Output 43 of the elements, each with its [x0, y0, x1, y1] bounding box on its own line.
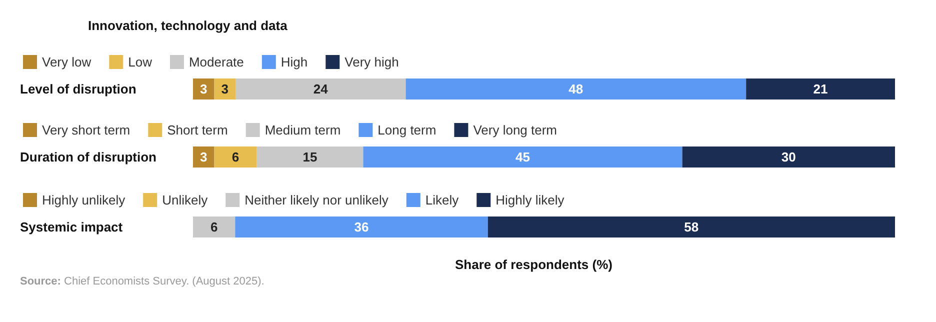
legend-label: Highly unlikely: [42, 192, 126, 208]
bar: [406, 78, 746, 100]
y-tick-label: Level of disruption: [20, 82, 136, 96]
data-label: 30: [781, 150, 796, 164]
legend-label: Neither likely nor unlikely: [244, 192, 389, 208]
legend-label: Medium term: [264, 122, 341, 138]
data-label: 6: [232, 150, 240, 164]
source-note: Source: Chief Economists Survey. (August 2025).: [20, 276, 264, 288]
data-label: 6: [210, 220, 218, 234]
data-label: 45: [515, 150, 530, 164]
bar: [746, 78, 895, 100]
legend-label: Moderate: [188, 54, 244, 70]
legend-label: Unlikely: [162, 192, 208, 208]
chart-title: Innovation, technology and data: [88, 18, 288, 33]
y-tick-label: Duration of disruption: [20, 150, 157, 164]
bar: [236, 78, 406, 100]
legend-label: Long term: [378, 122, 436, 138]
bar: [193, 146, 214, 168]
y-tick-label: Systemic impact: [20, 220, 124, 234]
bar: [214, 146, 257, 168]
legend-label: Very low: [42, 54, 92, 70]
data-label: 3: [221, 82, 229, 96]
data-label: 3: [200, 82, 208, 96]
data-label: 58: [684, 220, 699, 234]
bar: [193, 78, 214, 100]
data-label: 36: [354, 220, 369, 234]
legend-label: Very high: [344, 54, 399, 70]
legend-label: High: [280, 54, 308, 70]
legend-label: Very long term: [473, 122, 558, 138]
data-label: 48: [568, 82, 584, 96]
bar: [682, 146, 895, 168]
data-label: 24: [313, 82, 329, 96]
legend-label: Highly likely: [496, 192, 565, 208]
legend-label: Very short term: [42, 122, 130, 138]
legend-label: Low: [128, 54, 153, 70]
legend-label: Short term: [167, 122, 228, 138]
data-label: 3: [200, 150, 208, 164]
legend-label: Likely: [425, 192, 460, 208]
data-label: 21: [813, 82, 828, 96]
bar: [363, 146, 682, 168]
x-axis-title: Share of respondents (%): [455, 257, 612, 272]
bar: [256, 146, 364, 168]
data-label: 15: [302, 150, 318, 164]
